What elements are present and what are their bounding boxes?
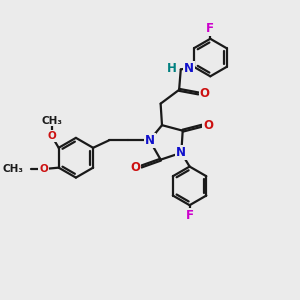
Text: O: O bbox=[39, 164, 48, 174]
Text: O: O bbox=[130, 160, 140, 174]
Text: N: N bbox=[184, 62, 194, 75]
Text: F: F bbox=[206, 22, 214, 35]
Text: N: N bbox=[176, 146, 186, 159]
Text: N: N bbox=[145, 134, 154, 147]
Text: CH₃: CH₃ bbox=[41, 116, 62, 126]
Text: O: O bbox=[203, 119, 213, 132]
Text: CH₃: CH₃ bbox=[2, 164, 23, 174]
Text: O: O bbox=[47, 131, 56, 141]
Text: H: H bbox=[167, 62, 177, 75]
Text: O: O bbox=[200, 87, 209, 100]
Text: F: F bbox=[186, 209, 194, 222]
